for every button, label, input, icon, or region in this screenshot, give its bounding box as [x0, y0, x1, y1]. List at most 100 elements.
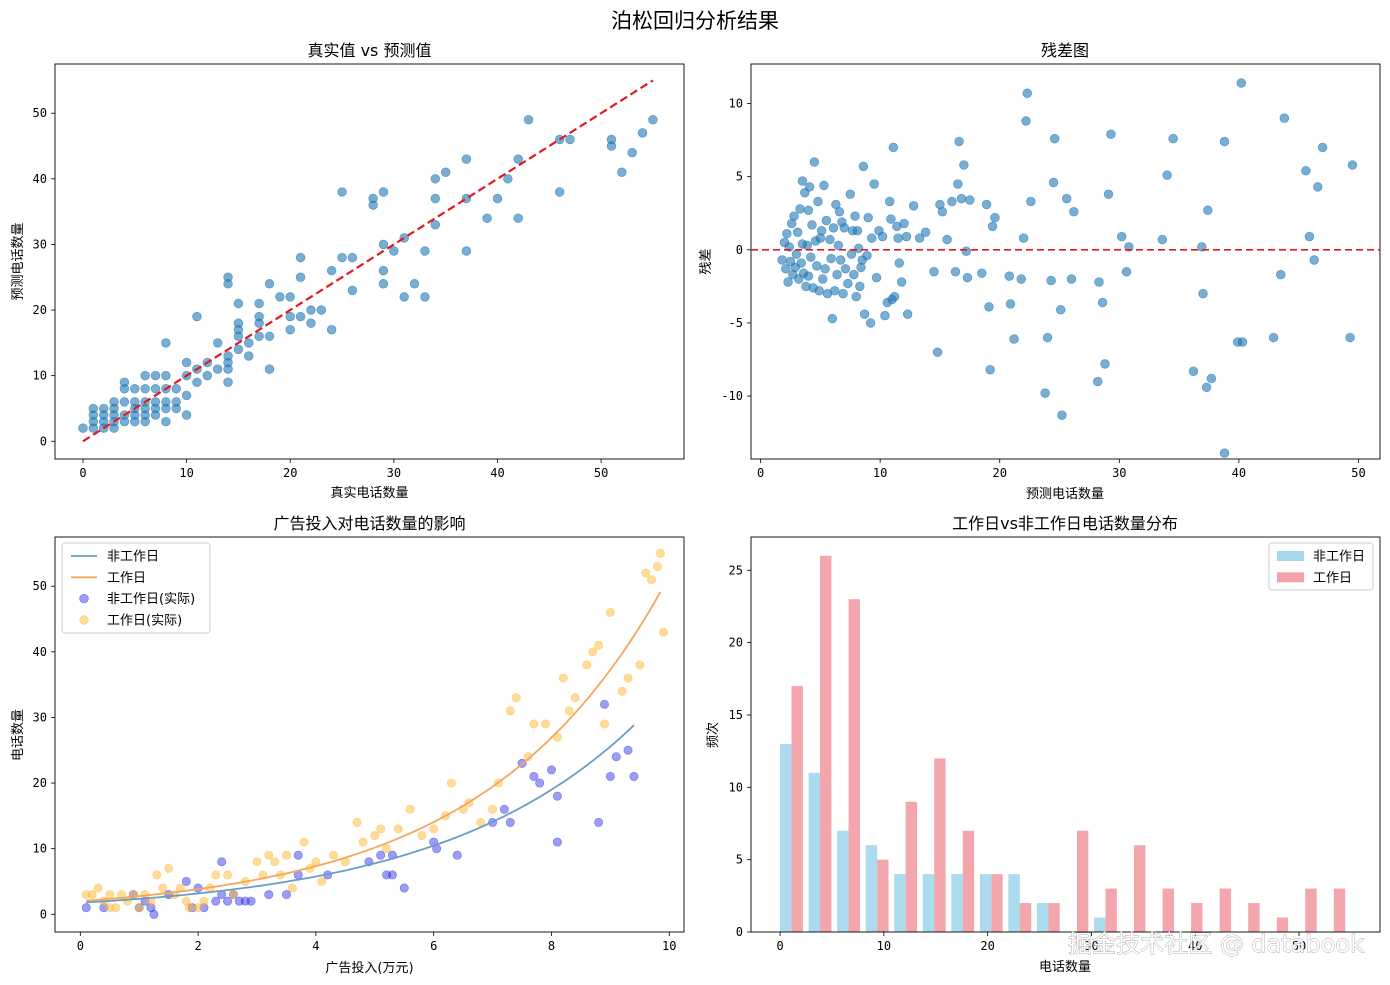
- ad-ytick-label: 50: [33, 579, 47, 593]
- ad-effect-xlabel: 广告投入(万元): [325, 960, 413, 976]
- ad-workday-point: [193, 903, 203, 913]
- ad-legend-nonworkday-actual-label: 非工作日(实际): [107, 592, 195, 607]
- res-point: [1046, 275, 1056, 286]
- ad-workday-point: [93, 883, 103, 893]
- dist-workday-bar: [1248, 903, 1260, 932]
- res-point: [1048, 177, 1059, 188]
- res-point: [1005, 299, 1016, 309]
- res-point: [1157, 234, 1168, 245]
- dist-workday-bar: [962, 830, 975, 932]
- res-point: [1042, 332, 1053, 343]
- ad-nonworkday-point: [629, 771, 639, 781]
- ad-workday-point: [111, 903, 121, 913]
- ad-nonworkday-point: [399, 883, 409, 893]
- res-ytick-label: 5: [736, 170, 743, 184]
- res-point: [1018, 233, 1029, 243]
- avp-point: [161, 370, 171, 381]
- dist-xtick-label: 10: [877, 939, 891, 953]
- avp-point: [492, 193, 503, 204]
- avp-point: [161, 416, 171, 427]
- dist-nonworkday-bar: [894, 874, 906, 932]
- avp-point: [523, 115, 534, 125]
- res-point: [829, 286, 840, 296]
- res-point: [1093, 376, 1103, 387]
- avp-point: [347, 285, 358, 296]
- dist-nonworkday-bar: [837, 830, 849, 932]
- res-point: [961, 246, 971, 257]
- res-point: [1236, 78, 1247, 88]
- avp-xtick-label: 20: [283, 466, 297, 480]
- ad-ytick-label: 30: [33, 710, 47, 724]
- res-point: [965, 195, 975, 205]
- dist-workday-bar-legend-label: 工作日: [1313, 571, 1352, 586]
- res-point: [877, 231, 888, 242]
- avp-point: [181, 357, 192, 368]
- ad-workday-point: [152, 870, 162, 880]
- distribution-xlabel: 电话数量: [1039, 960, 1091, 975]
- dist-xtick-label: 40: [1188, 939, 1202, 953]
- res-point: [914, 233, 925, 243]
- res-point: [827, 313, 838, 324]
- ad-nonworkday-point: [376, 850, 386, 860]
- dist-ytick-label: 25: [729, 563, 743, 577]
- avp-point: [98, 403, 109, 414]
- res-point: [1219, 448, 1230, 458]
- avp-point: [130, 397, 140, 407]
- res-point: [863, 212, 873, 223]
- avp-point: [606, 134, 617, 145]
- res-point: [865, 318, 876, 328]
- res-point: [853, 243, 864, 254]
- res-point: [962, 272, 973, 283]
- avp-point: [150, 397, 161, 407]
- avp-point: [440, 167, 451, 178]
- ad-xtick-label: 2: [194, 939, 201, 953]
- avp-point: [368, 193, 378, 204]
- avp-point: [233, 344, 244, 355]
- res-point: [1103, 189, 1114, 199]
- ad-workday-point: [623, 673, 633, 683]
- avp-reference-line: [82, 79, 654, 443]
- avp-point: [503, 174, 513, 184]
- dist-ytick-label: 0: [736, 925, 743, 939]
- dist-nonworkday-bar-swatch: [1277, 551, 1304, 561]
- res-point: [803, 271, 814, 281]
- ad-workday-point: [228, 890, 238, 900]
- ad-workday-point: [87, 890, 97, 900]
- ad-workday-point: [599, 719, 609, 729]
- res-point: [1009, 334, 1019, 344]
- ad-workday-point: [529, 719, 539, 729]
- residuals-xlabel: 预测电话数量: [1026, 487, 1104, 502]
- ad-xtick-label: 10: [662, 939, 676, 953]
- res-point: [880, 310, 890, 321]
- actual-vs-predicted-title: 真实值 vs 预测值: [308, 41, 432, 60]
- dist-workday-bar: [991, 874, 1003, 932]
- res-point: [920, 227, 931, 237]
- res-point: [855, 281, 865, 292]
- res-xtick-label: 0: [757, 466, 764, 480]
- dist-nonworkday-bar: [808, 772, 821, 932]
- res-point: [1309, 255, 1319, 265]
- avp-point: [150, 370, 161, 381]
- avp-point: [161, 338, 171, 348]
- ad-workday-point: [117, 890, 127, 900]
- res-point: [1237, 337, 1248, 347]
- ad-nonworkday-point: [223, 896, 233, 906]
- dist-workday-bar: [877, 859, 889, 932]
- res-point: [1004, 271, 1015, 281]
- res-point: [817, 274, 828, 284]
- dist-workday-bar: [934, 758, 946, 932]
- avp-xtick-label: 40: [490, 466, 504, 480]
- ad-workday-point: [446, 778, 456, 788]
- avp-point: [202, 370, 213, 381]
- ad-workday-point: [358, 837, 368, 847]
- avp-point: [88, 403, 99, 414]
- avp-xtick-label: 0: [79, 466, 86, 480]
- res-point: [821, 215, 832, 226]
- ad-nonworkday-point: [552, 791, 562, 801]
- avp-point: [254, 298, 264, 309]
- dist-workday-bar: [1134, 845, 1146, 932]
- avp-point: [233, 318, 244, 328]
- res-point: [901, 231, 912, 242]
- ad-workday-point: [647, 575, 657, 585]
- avp-ytick-label: 10: [33, 369, 47, 383]
